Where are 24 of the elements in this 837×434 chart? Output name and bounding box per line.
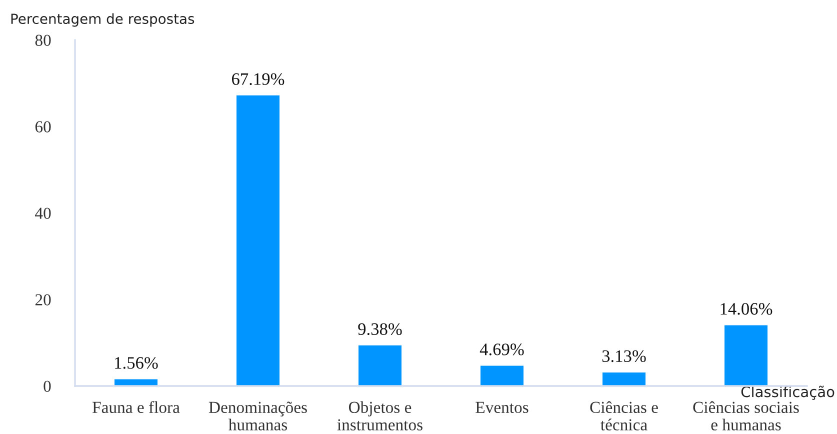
y-axis-title: Percentagem de respostas xyxy=(11,13,194,27)
data-label: 4.69% xyxy=(480,344,524,356)
data-label: 1.56% xyxy=(115,357,158,369)
y-tick-label: 60 xyxy=(35,121,51,132)
data-label: 14.06% xyxy=(720,303,772,315)
x-tick-label: Objetos e instrumentos xyxy=(337,401,422,430)
y-tick-label: 20 xyxy=(35,294,51,306)
y-tick-label: 0 xyxy=(44,380,51,392)
x-axis-title: Classificação xyxy=(741,386,834,400)
x-tick-label: Denominações humanas xyxy=(208,402,307,430)
x-tick-label: Eventos xyxy=(476,402,528,414)
x-tick-label: Fauna e flora xyxy=(92,401,180,414)
bar xyxy=(358,345,402,386)
x-tick-label: Ciências sociais e humanas xyxy=(693,401,799,430)
y-tick-label: 40 xyxy=(35,208,51,219)
data-label: 9.38% xyxy=(358,323,402,336)
bar xyxy=(480,366,524,386)
data-label: 67.19% xyxy=(232,73,284,86)
bar xyxy=(602,372,646,386)
bar xyxy=(236,95,280,386)
data-label: 3.13% xyxy=(602,350,646,362)
x-tick-label: Ciências e técnica xyxy=(590,401,658,430)
y-tick-label: 80 xyxy=(35,34,51,46)
bar xyxy=(724,325,768,386)
